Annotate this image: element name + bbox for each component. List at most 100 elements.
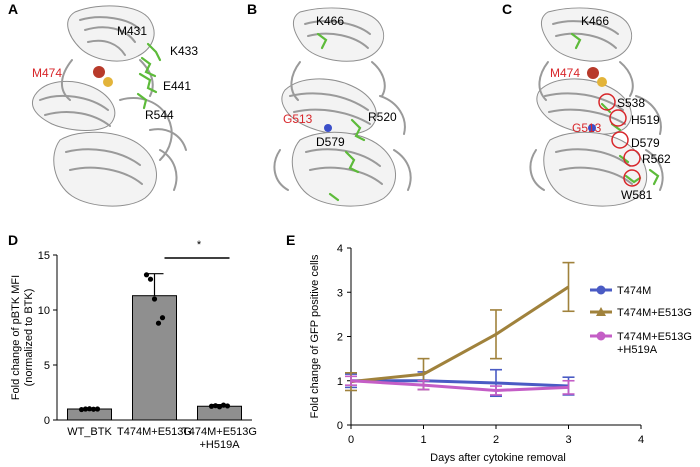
y-tick-label-e: 0 (337, 420, 343, 432)
data-point-d-1 (155, 320, 162, 326)
data-point-d-2 (216, 404, 223, 410)
y-tick-label-e: 1 (337, 376, 343, 388)
y-tick-label-e: 3 (337, 287, 343, 299)
data-point-d-1 (151, 296, 158, 302)
legend-label-line-e: T474M+E513G (617, 307, 692, 319)
x-tick-label-line-d: +H519A (199, 439, 240, 451)
data-point-d-2 (224, 403, 231, 409)
g513-sphere-c (588, 124, 596, 132)
panel-c: C K466 M474 S538 (502, 1, 671, 207)
data-point-d-2 (212, 403, 219, 409)
series-line-e-1 (350, 285, 570, 384)
bar-d-1 (132, 295, 177, 421)
y-tick-label-d: 5 (44, 360, 50, 372)
label-c-w581: W581 (621, 188, 653, 202)
y-axis-title-line-d: (normalized to BTK) (23, 289, 35, 387)
label-a-m474: M474 (32, 66, 62, 80)
highlight-circles-c (598, 93, 641, 187)
x-tick-label-line-d: T474M+E513G (182, 426, 257, 438)
y-tick-label-e: 4 (337, 243, 343, 255)
panel-letter-e: E (286, 232, 295, 248)
protein-ribbon-b (273, 7, 412, 207)
y-tick-label-e: 2 (337, 332, 343, 344)
x-axis-title-e: Days after cytokine removal (430, 452, 566, 464)
data-point-d-0 (86, 406, 93, 412)
highlight-circle-d579 (611, 131, 629, 149)
x-tick-label-d-0: WT_BTK (67, 426, 112, 438)
highlight-circle-w581 (623, 169, 641, 187)
label-b-g513: G513 (283, 112, 313, 126)
m474-sphere-red-c (587, 67, 599, 79)
label-c-g513: G513 (572, 121, 602, 135)
panel-b: B K466 G513 R520 D579 (247, 1, 412, 207)
legend-label-e-1: T474M+E513G (617, 307, 692, 319)
label-c-r562: R562 (642, 152, 671, 166)
m474-sphere-yellow-c (597, 77, 607, 87)
series-line-e-2 (350, 379, 569, 392)
bar-chart-pbtk: 0 5 10 15 Fold change of pBTK MFI(normalized… (10, 239, 257, 451)
x-tick-label-d-1: T474M+E513G (117, 426, 192, 438)
label-a-k433: K433 (170, 44, 198, 58)
legend-marker-e-0 (596, 285, 606, 295)
label-a-m431: M431 (117, 24, 147, 38)
data-point-d-0 (82, 406, 89, 412)
data-point-d-1 (143, 272, 150, 278)
label-c-h519: H519 (631, 113, 660, 127)
label-c-k466: K466 (581, 14, 609, 28)
data-point-d-0 (90, 406, 97, 412)
y-tick-label-d: 0 (44, 415, 50, 427)
label-a-e441: E441 (163, 79, 191, 93)
x-tick-label-e: 4 (638, 434, 644, 446)
legend-marker-e-1 (596, 307, 606, 316)
y-tick-label-d: 15 (38, 250, 50, 262)
panel-a: A M431 K433 M474 E441 R544 (8, 1, 198, 207)
y-axis-title-line-d: Fold change of pBTK MFI (10, 275, 22, 400)
data-point-d-2 (220, 402, 227, 408)
g513-sphere-b (324, 124, 332, 132)
panel-letter-d: D (8, 232, 18, 248)
significance-label-d: * (197, 239, 202, 251)
label-c-m474: M474 (550, 66, 580, 80)
x-tick-label-e: 0 (348, 434, 354, 446)
x-tick-label-e: 2 (493, 434, 499, 446)
x-tick-label-e: 3 (565, 434, 571, 446)
x-tick-label-line-d: T474M+E513G (117, 426, 192, 438)
protein-ribbon-a (31, 5, 187, 207)
y-axis-title-e: Fold change of GFP positive cells (309, 254, 321, 418)
label-b-d579: D579 (316, 135, 345, 149)
panel-d: D 0 5 10 15 Fold change of pBTK MFI(normaliz… (8, 232, 257, 451)
label-b-r520: R520 (368, 110, 397, 124)
m474-sphere-yellow (103, 77, 113, 87)
label-b-k466: K466 (316, 14, 344, 28)
panel-letter-b: B (247, 1, 257, 17)
label-a-r544: R544 (145, 108, 174, 122)
legend-label-line-e: T474M (617, 285, 651, 297)
m474-sphere-red (93, 66, 105, 78)
legend-marker-e-2 (596, 331, 606, 341)
line-chart-gfp: 0 1 2 3 4 0 1 2 3 4 Days after cytokine removal Fol… (309, 243, 692, 464)
highlight-circle-r562 (623, 149, 641, 167)
data-point-d-0 (94, 406, 101, 412)
sidechains-b (316, 32, 366, 202)
panel-letter-c: C (502, 1, 512, 17)
protein-ribbon-c (529, 7, 664, 207)
x-tick-label-d-2: T474M+E513G +H519A (182, 426, 257, 451)
data-point-d-1 (147, 276, 154, 282)
data-point-d-1 (159, 315, 166, 321)
y-tick-label-d: 10 (38, 305, 50, 317)
sidechains-a (136, 42, 162, 110)
y-axis-title-d: Fold change of pBTK MFI(normalized to BT… (10, 275, 35, 400)
data-point-d-0 (78, 406, 85, 413)
label-c-s538: S538 (617, 96, 645, 110)
legend-label-e-2: T474M+E513G +H519A (617, 331, 692, 356)
panel-letter-a: A (8, 1, 18, 17)
panel-e: E 0 1 2 3 4 0 1 2 3 4 Days after cytokine removal F… (286, 232, 692, 464)
legend-label-line-e: T474M+E513G (617, 331, 692, 343)
x-tick-label-line-d: WT_BTK (67, 426, 112, 438)
x-tick-label-e: 1 (420, 434, 426, 446)
data-point-d-2 (208, 403, 215, 409)
highlight-circle-h519 (609, 109, 627, 127)
legend-label-line-e: +H519A (617, 344, 658, 356)
highlight-circle-s538 (598, 93, 616, 111)
